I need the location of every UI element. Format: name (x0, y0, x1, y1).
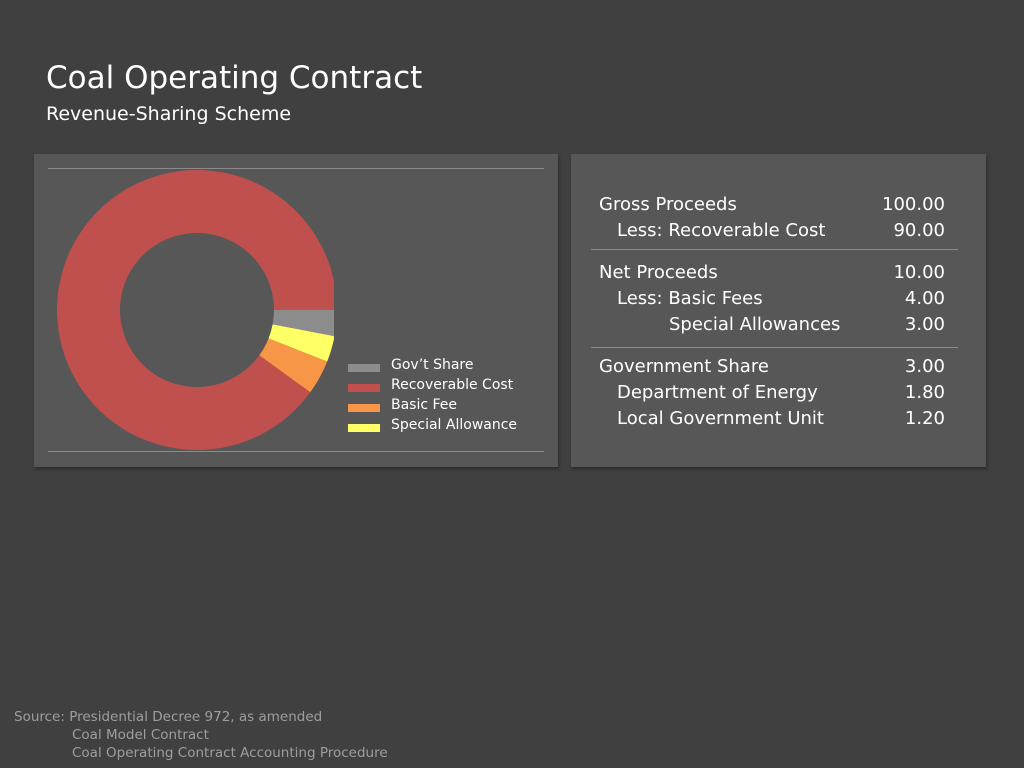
donut-chart (57, 170, 334, 450)
row-label: Less: Recoverable Cost (617, 220, 826, 241)
legend-label: Gov’t Share (391, 357, 474, 373)
donut-slice-special-allowance (268, 324, 334, 362)
legend-label: Recoverable Cost (391, 377, 514, 393)
source-line-2: Coal Model Contract (72, 727, 209, 743)
row-value: 90.00 (893, 220, 945, 241)
row-label: Special Allowances (669, 314, 841, 335)
row-value: 10.00 (893, 262, 945, 283)
legend-swatch (348, 424, 380, 432)
donut-slice-recoverable-cost (57, 170, 334, 450)
revenue-table-panel: Gross Proceeds 100.00 Less: Recoverable Co… (571, 154, 986, 467)
table-divider (591, 249, 958, 250)
donut-slice-basic-fee (259, 338, 328, 393)
row-value: 1.20 (904, 408, 945, 429)
table-row: Less: Recoverable Cost 90.00 (571, 220, 986, 246)
row-label: Government Share (599, 356, 769, 377)
row-value: 4.00 (904, 288, 945, 309)
row-value: 3.00 (904, 314, 945, 335)
table-row: Gross Proceeds 100.00 (571, 194, 986, 220)
table-row: Less: Basic Fees 4.00 (571, 288, 986, 314)
page-subtitle: Revenue-Sharing Scheme (46, 103, 292, 125)
source-line-3: Coal Operating Contract Accounting Proce… (72, 745, 388, 761)
table-divider (591, 347, 958, 348)
row-label: Less: Basic Fees (617, 288, 763, 309)
row-label: Net Proceeds (599, 262, 718, 283)
row-value: 100.00 (882, 194, 945, 215)
page-title: Coal Operating Contract (46, 60, 423, 96)
legend-swatch (348, 404, 380, 412)
row-value: 3.00 (904, 356, 945, 377)
table-row: Government Share 3.00 (571, 356, 986, 382)
chart-panel: Gov’t Share Recoverable Cost Basic Fee Spec… (34, 154, 558, 467)
chart-top-divider (48, 168, 544, 169)
row-label: Gross Proceeds (599, 194, 737, 215)
donut-slice-gov-t-share (272, 310, 334, 337)
table-row: Special Allowances 3.00 (571, 314, 986, 340)
table-row: Local Government Unit 1.20 (571, 408, 986, 434)
row-label: Department of Energy (617, 382, 818, 403)
legend-swatch (348, 364, 380, 372)
row-label: Local Government Unit (617, 408, 824, 429)
table-row: Department of Energy 1.80 (571, 382, 986, 408)
chart-bottom-divider (48, 451, 544, 452)
legend-label: Basic Fee (391, 397, 458, 413)
legend-swatch (348, 384, 380, 392)
legend-label: Special Allowance (391, 417, 518, 433)
table-row: Net Proceeds 10.00 (571, 262, 986, 288)
source-note: Source: Presidential Decree 972, as amen… (14, 708, 388, 762)
source-line-1: Source: Presidential Decree 972, as amen… (14, 709, 323, 725)
row-value: 1.80 (904, 382, 945, 403)
